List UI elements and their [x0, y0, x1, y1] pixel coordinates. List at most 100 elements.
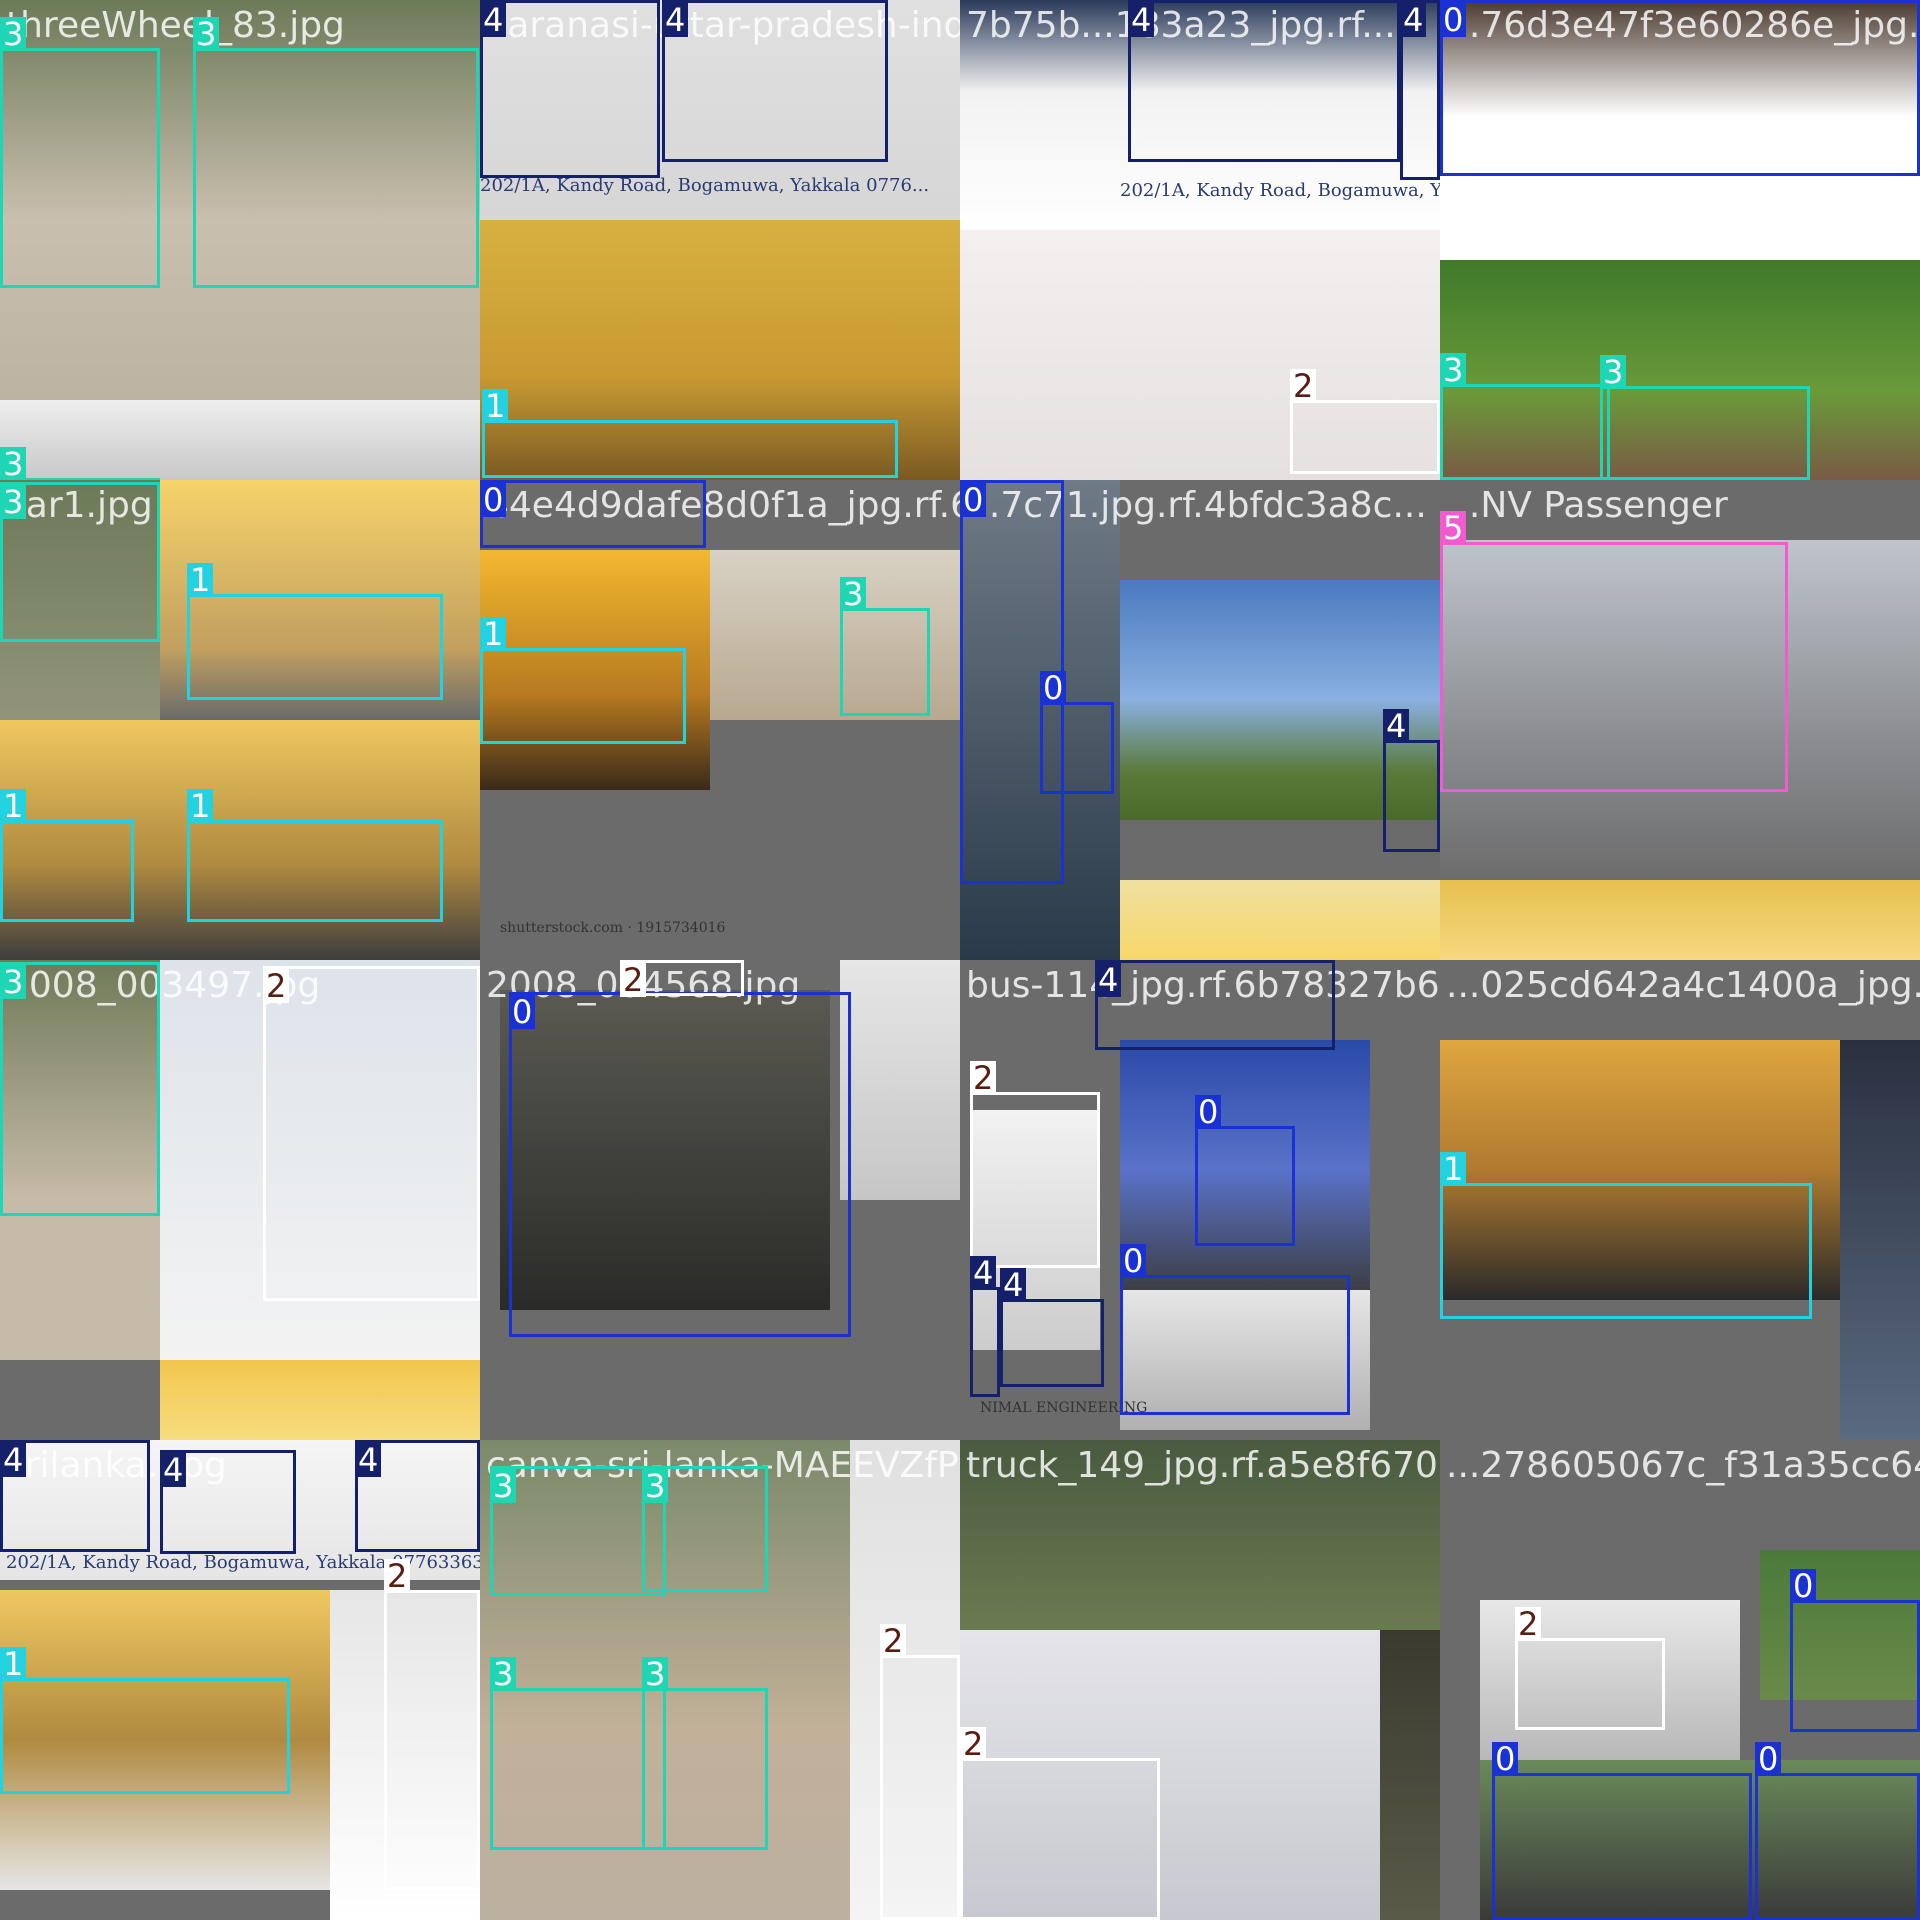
- bounding-box: 4: [1383, 709, 1440, 852]
- mosaic-tile: 202/1A, Kandy Road, Bogamuwa, Yakkala 07…: [0, 1440, 480, 1920]
- bounding-box: 2: [970, 1061, 1100, 1268]
- mosaic-tile: car1.jpg 3 1 1 1: [0, 480, 480, 960]
- class-label: 2: [263, 969, 290, 1003]
- tile-filename: ...NV Passenger: [1446, 485, 1728, 526]
- mosaic-tile: ...7c71.jpg.rf.4bfdc3a8c... 0 0 4: [960, 480, 1440, 960]
- tile-filename: 44e4d9dafe8d0f1a_jpg.rf.6f5...: [486, 485, 960, 526]
- photo-region: [1440, 880, 1920, 960]
- photo-region: [500, 990, 830, 1310]
- photo-region: [960, 1630, 1380, 1920]
- class-label: 5: [1440, 511, 1467, 545]
- class-label: 1: [480, 617, 507, 651]
- bounding-box: 3: [0, 482, 160, 642]
- tile-filename: car1.jpg: [6, 485, 153, 526]
- photo-region: [0, 400, 480, 480]
- tile-filename: 7b75b...183a23_jpg.rf...: [966, 5, 1396, 46]
- mosaic-tile: NIMAL ENGINEERING bus-114_jpg.rf.6b78327b…: [960, 960, 1440, 1440]
- photo-region: [160, 960, 480, 1360]
- bounding-box: 1: [482, 389, 898, 478]
- photo-region: [1440, 0, 1920, 260]
- bounding-box: 4: [970, 1256, 1000, 1397]
- class-label: 2: [1290, 369, 1317, 403]
- photo-region: [850, 1440, 960, 1920]
- bounding-box: 3: [642, 1657, 768, 1850]
- printed-text: 202/1A, Kandy Road, Bogamuwa, Y: [1120, 180, 1440, 201]
- bounding-box: 0: [509, 992, 851, 1337]
- class-label: 0: [1790, 1569, 1817, 1603]
- photo-region: [1480, 1760, 1920, 1920]
- photo-region: [960, 0, 1440, 230]
- photo-region: [960, 230, 1440, 480]
- photo-region: [480, 0, 960, 220]
- bounding-box: 0: [1195, 1095, 1295, 1246]
- class-label: 3: [490, 1657, 517, 1691]
- bounding-box: 4: [1128, 0, 1400, 162]
- tile-filename: canva-sri-lanka-MAEEVZfPtw4.jpg: [486, 1445, 960, 1486]
- photo-region: [1840, 1040, 1920, 1440]
- bounding-box: 4: [1400, 0, 1440, 180]
- class-label: 3: [642, 1469, 669, 1503]
- bounding-box: 1: [187, 563, 443, 700]
- mosaic-tile: truck_149_jpg.rf.a5e8f6706... 2: [960, 1440, 1440, 1920]
- class-label: 4: [970, 1256, 997, 1290]
- bounding-box: 2: [880, 1624, 960, 1920]
- printed-text: 202/1A, Kandy Road, Bogamuwa, Yakkala 07…: [480, 175, 930, 196]
- bounding-box: 4: [0, 1440, 150, 1552]
- photo-region: [0, 1590, 330, 1890]
- class-label: 1: [482, 389, 509, 423]
- bounding-box: 3: [490, 1466, 666, 1596]
- bounding-box: 2: [1290, 369, 1440, 474]
- printed-text: shutterstock.com · 1915734016: [500, 920, 726, 936]
- bounding-box: 3: [642, 1466, 768, 1592]
- mosaic-tile: 2008_003497.jpg 3 2: [0, 960, 480, 1440]
- bounding-box: 4: [1095, 960, 1335, 1050]
- photo-region: [160, 480, 480, 720]
- mosaic-tile: ...025cd642a4c1400a_jpg.rf.7c 1: [1440, 960, 1920, 1440]
- bounding-box: 2: [960, 1727, 1160, 1920]
- photo-region: [1440, 540, 1920, 880]
- bounding-box: 1: [187, 789, 443, 922]
- printed-text: NIMAL ENGINEERING: [980, 1400, 1148, 1416]
- class-label: 2: [970, 1061, 997, 1095]
- tile-filename: ...7c71.jpg.rf.4bfdc3a8c...: [966, 485, 1427, 526]
- class-label: 2: [1515, 1607, 1542, 1641]
- class-label: 4: [1000, 1268, 1027, 1302]
- bounding-box: 3: [490, 1657, 666, 1850]
- bounding-box: 4: [160, 1450, 296, 1554]
- class-label: 3: [0, 485, 27, 519]
- bounding-box: 2: [263, 966, 480, 1301]
- bounding-box: 0: [1492, 1742, 1752, 1920]
- class-label: 0: [509, 995, 536, 1029]
- bounding-box: 4: [662, 0, 888, 162]
- photo-region: [840, 960, 960, 1200]
- printed-text: 202/1A, Kandy Road, Bogamuwa, Yakkala 07…: [6, 1552, 480, 1573]
- photo-region: [970, 1110, 1100, 1350]
- class-label: 4: [1095, 963, 1122, 997]
- mosaic-tile: 202/1A, Kandy Road, Bogamuwa, Y 7b75b...1…: [960, 0, 1440, 480]
- mosaic-tile: 2008_004568.jpg02: [480, 960, 960, 1440]
- bounding-box: 0: [1790, 1569, 1920, 1732]
- mosaic-tile: threeWheel_83.jpg 3 3 3: [0, 0, 480, 480]
- class-label: 4: [0, 1443, 27, 1477]
- class-label: 1: [187, 563, 214, 597]
- photo-region: [1440, 1040, 1840, 1300]
- bounding-box: 0: [1755, 1742, 1920, 1920]
- class-label: 3: [1440, 353, 1467, 387]
- bounding-box: 0: [1440, 0, 1920, 176]
- class-label: 0: [1755, 1742, 1782, 1776]
- photo-region: [960, 1440, 1440, 1630]
- photo-region: [480, 550, 710, 790]
- class-label: 0: [1120, 1244, 1147, 1278]
- class-label: 0: [480, 483, 507, 517]
- bounding-box: 0: [1040, 671, 1114, 794]
- mosaic-tile: shutterstock.com · 1915734016 44e4d9dafe8…: [480, 480, 960, 960]
- class-label: 4: [160, 1453, 187, 1487]
- class-label: 1: [0, 789, 27, 823]
- class-label: 3: [0, 965, 27, 999]
- mosaic-tile: canva-sri-lanka-MAEEVZfPtw4.jpg33332: [480, 1440, 960, 1920]
- bounding-box: 2: [1515, 1607, 1665, 1730]
- photo-region: [480, 220, 960, 480]
- bounding-box: 1: [480, 617, 686, 744]
- tile-filename: ...278605067c_f31a35cc646_r: [1446, 1445, 1920, 1486]
